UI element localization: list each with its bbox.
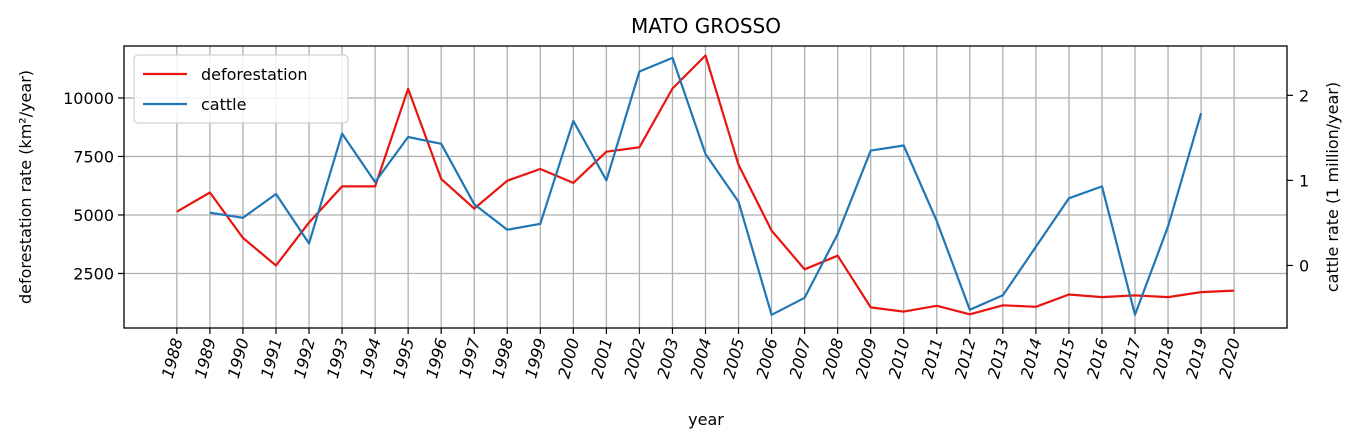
x-tick-label: 2007	[786, 335, 815, 380]
x-tick-label: 1994	[356, 336, 385, 380]
x-tick-label: 1999	[521, 336, 550, 380]
x-tick-label: 1997	[455, 335, 484, 380]
x-tick-label: 1998	[488, 336, 517, 380]
x-tick-label: 2006	[753, 336, 782, 380]
x-tick-label: 1995	[389, 336, 418, 380]
x-tick-label: 2001	[587, 336, 616, 380]
x-tick-label: 2014	[1017, 336, 1046, 380]
legend-label-deforestation: deforestation	[201, 65, 308, 84]
x-tick-label: 1989	[191, 336, 220, 380]
x-tick-label: 2016	[1083, 336, 1112, 380]
x-tick-label: 2004	[686, 336, 715, 380]
legend-box	[133, 54, 349, 124]
x-tick-label: 1996	[422, 336, 451, 380]
x-tick-label: 2008	[819, 336, 848, 380]
x-tick-label: 2018	[1149, 336, 1178, 380]
x-tick-label: 1988	[158, 336, 187, 380]
x-tick-label: 2010	[885, 336, 914, 380]
y-tick-label: 10000	[63, 89, 114, 108]
y-axis-label: deforestation rate (km²/year)	[16, 70, 35, 304]
x-tick-label: 2009	[852, 336, 881, 380]
y-tick-label: 7500	[73, 147, 114, 166]
y2-axis-label: cattle rate (1 million/year)	[1323, 82, 1342, 292]
series-layer	[176, 54, 1235, 316]
x-tick-label: 1992	[290, 336, 319, 380]
x-tick-label: 1993	[323, 336, 352, 380]
chart-title: MATO GROSSO	[631, 14, 781, 38]
x-tick-label: 2005	[720, 336, 749, 380]
series-line-deforestation	[176, 54, 1235, 316]
x-tick-label: 2013	[984, 336, 1013, 380]
x-tick-label: 2000	[554, 336, 583, 380]
y-tick-label: 2500	[73, 264, 114, 283]
x-axis-label: year	[688, 410, 724, 429]
legend-label-cattle: cattle	[201, 95, 246, 114]
x-tick-label: 1990	[224, 336, 253, 380]
y2-tick-label: 0	[1299, 256, 1309, 275]
x-tick-label: 2019	[1182, 336, 1211, 380]
y2-tick-label: 1	[1299, 171, 1309, 190]
x-tick-label: 1991	[257, 336, 286, 380]
y-axis-left: 2500 5000 7500 10000	[63, 89, 124, 283]
y-tick-label: 5000	[73, 206, 114, 225]
x-tick-label: 2012	[951, 336, 980, 380]
y-axis-right: 0 1 2	[1287, 86, 1309, 275]
legend: deforestation cattle	[133, 54, 349, 124]
y2-tick-label: 2	[1299, 86, 1309, 105]
x-tick-label: 2002	[620, 336, 649, 380]
x-tick-label: 2017	[1116, 335, 1145, 380]
x-axis: 1988 1989 1990 1991 1992 1993 1994 1995 1996 1997…	[158, 328, 1244, 380]
x-tick-label: 2020	[1215, 336, 1244, 380]
x-tick-label: 2003	[653, 336, 682, 380]
series-line-cattle	[209, 56, 1203, 316]
x-tick-label: 2011	[918, 336, 947, 380]
x-tick-label: 2015	[1050, 336, 1079, 380]
